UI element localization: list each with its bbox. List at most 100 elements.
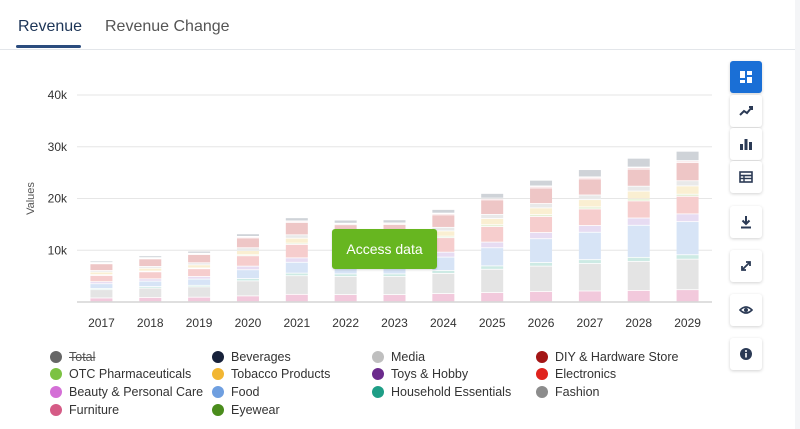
bar-segment[interactable]	[530, 203, 553, 208]
bar-chart-button[interactable]	[730, 128, 762, 160]
bar-segment[interactable]	[530, 180, 553, 186]
bar-segment[interactable]	[481, 226, 504, 242]
bar-segment[interactable]	[578, 207, 601, 209]
legend-item[interactable]: Furniture	[50, 403, 119, 417]
bar-segment[interactable]	[188, 279, 211, 285]
bar-segment[interactable]	[578, 170, 601, 177]
bar-segment[interactable]	[90, 264, 113, 271]
bar-segment[interactable]	[236, 256, 259, 266]
bar-segment[interactable]	[139, 266, 162, 268]
bar-segment[interactable]	[432, 227, 455, 231]
legend-item[interactable]: Media	[372, 350, 425, 364]
bar-segment[interactable]	[578, 177, 601, 179]
bar-segment[interactable]	[676, 259, 699, 290]
bar-segment[interactable]	[627, 257, 650, 262]
bar-segment[interactable]	[90, 298, 113, 302]
legend-item[interactable]: Electronics	[536, 367, 616, 381]
tab-revenue[interactable]: Revenue	[18, 18, 83, 35]
bar-segment[interactable]	[188, 254, 211, 263]
bar-segment[interactable]	[383, 276, 406, 295]
bar-segment[interactable]	[285, 244, 308, 258]
bar-segment[interactable]	[627, 201, 650, 218]
bar-segment[interactable]	[139, 256, 162, 258]
bar-segment[interactable]	[676, 161, 699, 163]
bar-segment[interactable]	[188, 287, 211, 297]
bar-segment[interactable]	[676, 186, 699, 194]
bar-segment[interactable]	[236, 251, 259, 255]
bar-segment[interactable]	[627, 199, 650, 201]
bar-segment[interactable]	[676, 196, 699, 214]
bar-segment[interactable]	[285, 276, 308, 294]
bar-segment[interactable]	[627, 191, 650, 199]
bar-segment[interactable]	[530, 208, 553, 215]
bar-segment[interactable]	[578, 195, 601, 200]
bar-segment[interactable]	[236, 296, 259, 302]
bar-segment[interactable]	[236, 266, 259, 270]
info-button[interactable]	[730, 338, 762, 370]
bar-segment[interactable]	[432, 252, 455, 257]
bar-segment[interactable]	[676, 163, 699, 181]
visibility-button[interactable]	[730, 294, 762, 326]
bar-segment[interactable]	[139, 286, 162, 288]
bar-segment[interactable]	[530, 291, 553, 302]
bar-segment[interactable]	[383, 295, 406, 302]
bar-segment[interactable]	[90, 270, 113, 272]
bar-segment[interactable]	[334, 220, 357, 223]
bar-segment[interactable]	[334, 295, 357, 302]
bar-segment[interactable]	[383, 220, 406, 223]
bar-segment[interactable]	[530, 266, 553, 292]
bar-segment[interactable]	[236, 234, 259, 236]
bar-segment[interactable]	[578, 209, 601, 226]
bar-segment[interactable]	[432, 209, 455, 213]
bar-segment[interactable]	[236, 270, 259, 279]
bar-segment[interactable]	[578, 179, 601, 195]
bar-segment[interactable]	[139, 272, 162, 279]
bar-segment[interactable]	[432, 270, 455, 273]
bar-segment[interactable]	[481, 248, 504, 266]
bar-segment[interactable]	[188, 269, 211, 277]
bar-segment[interactable]	[530, 215, 553, 217]
bar-segment[interactable]	[90, 282, 113, 284]
bar-segment[interactable]	[432, 236, 455, 238]
legend-item[interactable]: Household Essentials	[372, 385, 511, 399]
bar-segment[interactable]	[578, 260, 601, 264]
bar-segment[interactable]	[627, 261, 650, 291]
legend-item[interactable]: OTC Pharmaceuticals	[50, 367, 191, 381]
bar-segment[interactable]	[285, 222, 308, 235]
bar-segment[interactable]	[188, 265, 211, 268]
legend-item[interactable]: Eyewear	[212, 403, 280, 417]
bar-segment[interactable]	[188, 263, 211, 265]
access-data-button[interactable]: Access data	[332, 229, 437, 269]
bar-segment[interactable]	[578, 200, 601, 207]
bar-segment[interactable]	[432, 215, 455, 227]
bar-segment[interactable]	[432, 273, 455, 294]
bar-segment[interactable]	[285, 273, 308, 276]
bar-segment[interactable]	[627, 167, 650, 169]
bar-segment[interactable]	[481, 193, 504, 198]
bar-segment[interactable]	[90, 284, 113, 289]
bar-segment[interactable]	[139, 288, 162, 298]
bar-segment[interactable]	[481, 214, 504, 219]
legend-item[interactable]: Fashion	[536, 385, 599, 399]
bar-segment[interactable]	[481, 225, 504, 227]
bar-segment[interactable]	[188, 251, 211, 253]
bar-segment[interactable]	[285, 262, 308, 273]
legend-item[interactable]: Tobacco Products	[212, 367, 330, 381]
bar-segment[interactable]	[481, 292, 504, 302]
tab-revenue-change[interactable]: Revenue Change	[105, 18, 230, 35]
bar-segment[interactable]	[676, 214, 699, 222]
bar-segment[interactable]	[627, 290, 650, 302]
bar-segment[interactable]	[285, 258, 308, 262]
legend-item[interactable]: Food	[212, 385, 260, 399]
bar-segment[interactable]	[90, 290, 113, 298]
table-view-button[interactable]	[730, 161, 762, 193]
legend-item[interactable]: DIY & Hardware Store	[536, 350, 678, 364]
bar-segment[interactable]	[188, 276, 211, 279]
bar-segment[interactable]	[627, 218, 650, 225]
bar-segment[interactable]	[481, 269, 504, 293]
legend-item[interactable]: Toys & Hobby	[372, 367, 468, 381]
bar-segment[interactable]	[578, 263, 601, 291]
download-button[interactable]	[730, 206, 762, 238]
bar-segment[interactable]	[676, 290, 699, 302]
bar-segment[interactable]	[627, 225, 650, 257]
